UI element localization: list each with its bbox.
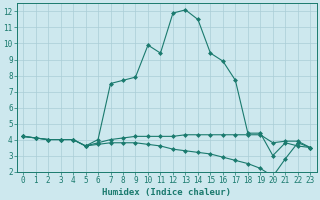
X-axis label: Humidex (Indice chaleur): Humidex (Indice chaleur): [102, 188, 231, 197]
